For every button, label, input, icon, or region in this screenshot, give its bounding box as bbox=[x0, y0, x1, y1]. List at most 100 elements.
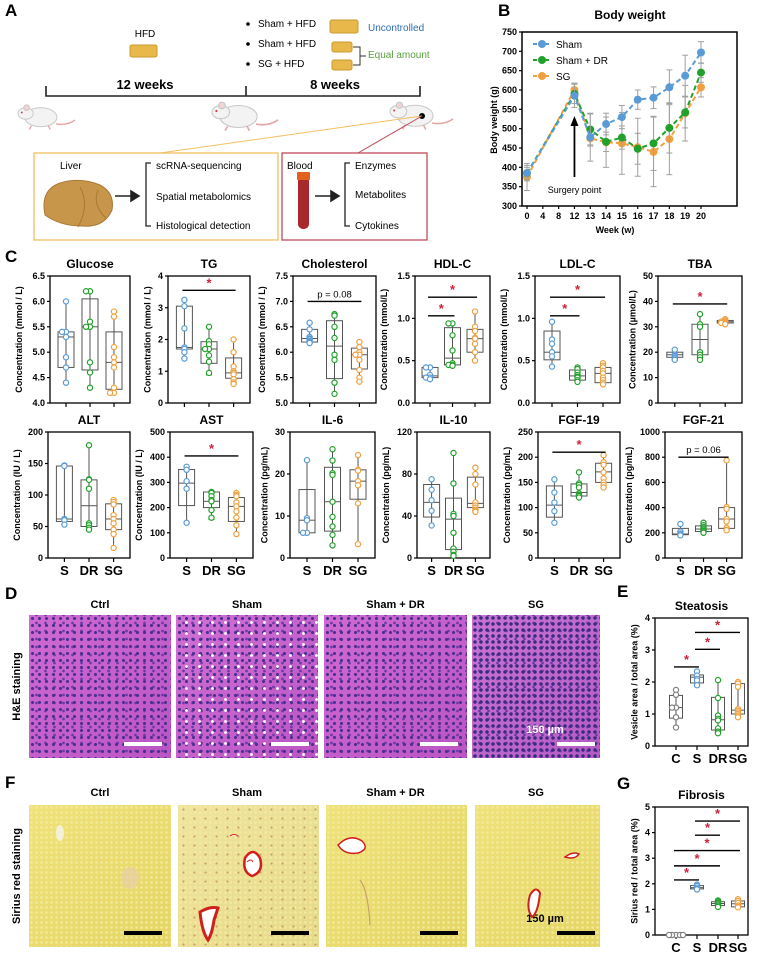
data-point bbox=[306, 339, 313, 347]
data-point-DR bbox=[681, 108, 690, 117]
data-point bbox=[471, 327, 479, 335]
data-point-DR bbox=[602, 137, 611, 146]
data-point bbox=[696, 310, 704, 318]
x-tick-label: 4 bbox=[540, 211, 545, 221]
data-point bbox=[356, 366, 363, 374]
y-tick-label: 350 bbox=[502, 182, 517, 192]
data-point-S bbox=[665, 83, 674, 92]
data-point bbox=[183, 466, 190, 473]
data-point bbox=[62, 298, 70, 305]
data-point bbox=[693, 682, 701, 689]
y-tick-label: 500 bbox=[150, 427, 165, 437]
data-point bbox=[428, 507, 435, 514]
y-tick-label: 1.0 bbox=[397, 313, 410, 323]
x-tick-label: SG bbox=[227, 563, 246, 578]
rat-icon bbox=[389, 101, 454, 130]
y-axis-label: Concentration (mmol / L) bbox=[257, 286, 267, 393]
bracket bbox=[145, 162, 151, 227]
y-tick-label: 1 bbox=[645, 709, 650, 719]
x-tick-label: 20 bbox=[696, 211, 706, 221]
arrow-head-icon bbox=[570, 116, 579, 126]
significance-star: * bbox=[575, 282, 581, 297]
y-tick-label: 40 bbox=[402, 511, 412, 521]
liver-analysis-item: Histological detection bbox=[156, 221, 251, 232]
x-tick-label: DR bbox=[570, 563, 589, 578]
y-tick-label: 200 bbox=[645, 528, 660, 538]
y-tick-label: 5 bbox=[645, 802, 650, 812]
significance-star: * bbox=[697, 289, 703, 304]
chart-title: AST bbox=[200, 413, 225, 427]
x-tick-label: 13 bbox=[585, 211, 595, 221]
y-tick-label: 500 bbox=[502, 124, 517, 134]
x-tick-label: S bbox=[303, 563, 312, 578]
x-axis-label: Week (w) bbox=[596, 225, 635, 235]
y-axis-label: Concentration (µmol/L) bbox=[627, 290, 637, 389]
series-line-SG bbox=[526, 86, 702, 178]
series-line-DR bbox=[526, 72, 702, 174]
y-tick-label: 2 bbox=[645, 677, 650, 687]
p-value-label: p = 0.06 bbox=[686, 445, 721, 456]
data-point bbox=[472, 508, 479, 515]
data-point-SG bbox=[697, 83, 705, 92]
y-tick-label: 200 bbox=[150, 503, 165, 513]
y-axis-label: Concentration (pg/mL) bbox=[381, 447, 391, 544]
x-tick-label: 12 bbox=[569, 211, 579, 221]
sirius-tile-sham-dr bbox=[326, 805, 467, 947]
data-point bbox=[445, 320, 452, 327]
data-point bbox=[181, 325, 188, 332]
plot-frame bbox=[521, 31, 738, 207]
data-point bbox=[110, 359, 118, 366]
y-tick-label: 0 bbox=[645, 741, 650, 751]
data-point bbox=[696, 323, 704, 330]
data-point bbox=[329, 542, 336, 549]
y-tick-label: 30 bbox=[275, 427, 285, 437]
significance-star: * bbox=[704, 836, 710, 851]
data-point bbox=[600, 461, 607, 468]
y-tick-label: 30 bbox=[643, 322, 653, 332]
data-point bbox=[450, 529, 457, 537]
data-point-S bbox=[570, 91, 579, 100]
data-point bbox=[110, 313, 118, 320]
x-tick-label: S bbox=[427, 563, 436, 578]
liver-box bbox=[33, 152, 279, 241]
box bbox=[545, 485, 563, 518]
data-point bbox=[551, 519, 558, 526]
data-point bbox=[714, 676, 722, 684]
data-point bbox=[671, 356, 679, 364]
data-point bbox=[205, 369, 213, 377]
data-point bbox=[575, 469, 583, 476]
legend-marker bbox=[538, 72, 546, 80]
data-point bbox=[472, 481, 479, 488]
plot-frame bbox=[654, 617, 749, 747]
data-point bbox=[331, 334, 338, 342]
data-point bbox=[700, 529, 707, 537]
data-point bbox=[693, 886, 701, 893]
data-point bbox=[331, 351, 338, 358]
data-point bbox=[110, 520, 117, 527]
data-point bbox=[548, 363, 556, 370]
data-point bbox=[450, 480, 457, 487]
significance-star: * bbox=[694, 851, 700, 866]
y-tick-label: 4.5 bbox=[32, 373, 45, 383]
x-tick-label: S bbox=[693, 940, 702, 955]
x-tick-label: SG bbox=[729, 751, 748, 766]
y-axis-label: Concentration (IU / L) bbox=[12, 449, 22, 541]
data-point bbox=[331, 323, 338, 330]
connector-line bbox=[357, 115, 423, 154]
y-tick-label: 5.5 bbox=[275, 373, 288, 383]
data-point bbox=[61, 462, 68, 470]
x-tick-label: DR bbox=[694, 563, 713, 578]
x-tick-label: 19 bbox=[680, 211, 690, 221]
x-tick-label: 18 bbox=[664, 211, 674, 221]
chart-title: HDL-C bbox=[434, 257, 472, 271]
data-point bbox=[672, 724, 680, 731]
y-tick-label: 4.0 bbox=[32, 398, 45, 408]
chart-title: TG bbox=[201, 257, 218, 271]
chart-title: TBA bbox=[688, 257, 713, 271]
y-tick-label: 1.5 bbox=[397, 271, 410, 281]
data-point bbox=[110, 384, 118, 391]
data-point-S bbox=[697, 48, 705, 57]
data-point bbox=[86, 384, 94, 391]
data-point bbox=[449, 362, 456, 369]
